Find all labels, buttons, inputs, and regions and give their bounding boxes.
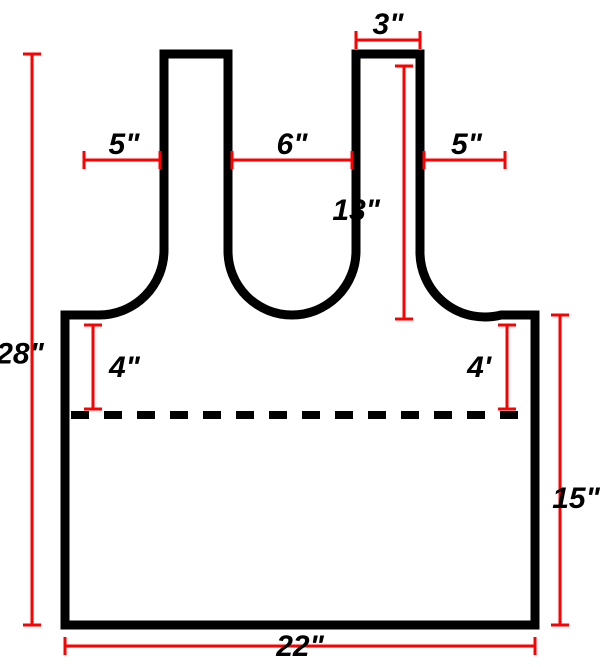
label-body-width: 22" bbox=[275, 630, 324, 663]
label-body-height: 15" bbox=[552, 482, 600, 515]
dim-fold-right bbox=[498, 325, 516, 409]
dim-strap-height bbox=[395, 66, 413, 319]
label-gap-center: 6" bbox=[277, 128, 309, 161]
dim-fold-left bbox=[84, 325, 102, 409]
label-gap-right: 5" bbox=[451, 128, 483, 161]
label-fold-right: 4' bbox=[466, 351, 492, 384]
pattern-diagram: 28" 3" 5" 6" 5" 13" 4" 4' 15" 22" bbox=[0, 0, 600, 667]
label-fold-left: 4" bbox=[108, 351, 141, 384]
dim-body-height bbox=[551, 315, 569, 625]
label-strap-top: 3" bbox=[373, 8, 405, 41]
label-total-height: 28" bbox=[0, 338, 45, 371]
label-gap-left: 5" bbox=[109, 128, 141, 161]
label-strap-height: 13" bbox=[332, 194, 380, 227]
